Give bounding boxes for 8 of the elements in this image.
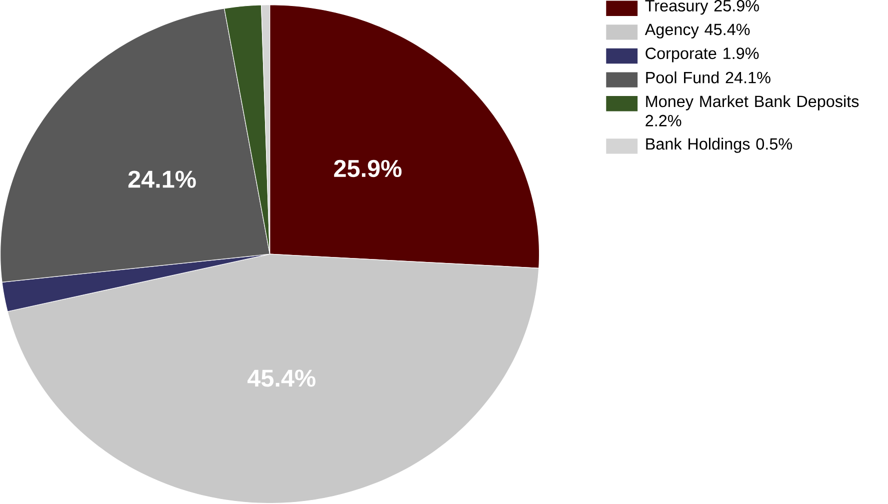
legend-label: Treasury 25.9% (645, 0, 759, 15)
legend-label: Corporate 1.9% (646, 48, 759, 62)
legend-label: Bank Holdings 0.5% (646, 138, 792, 154)
legend-label: Pool Fund 24.1% (646, 72, 770, 84)
data-label: 24.1% (128, 170, 196, 188)
legend-label: Money Market Bank Deposits 2.2% (646, 95, 859, 127)
data-label: 25.9% (334, 160, 402, 178)
legend-label: Agency 45.4% (644, 24, 750, 39)
